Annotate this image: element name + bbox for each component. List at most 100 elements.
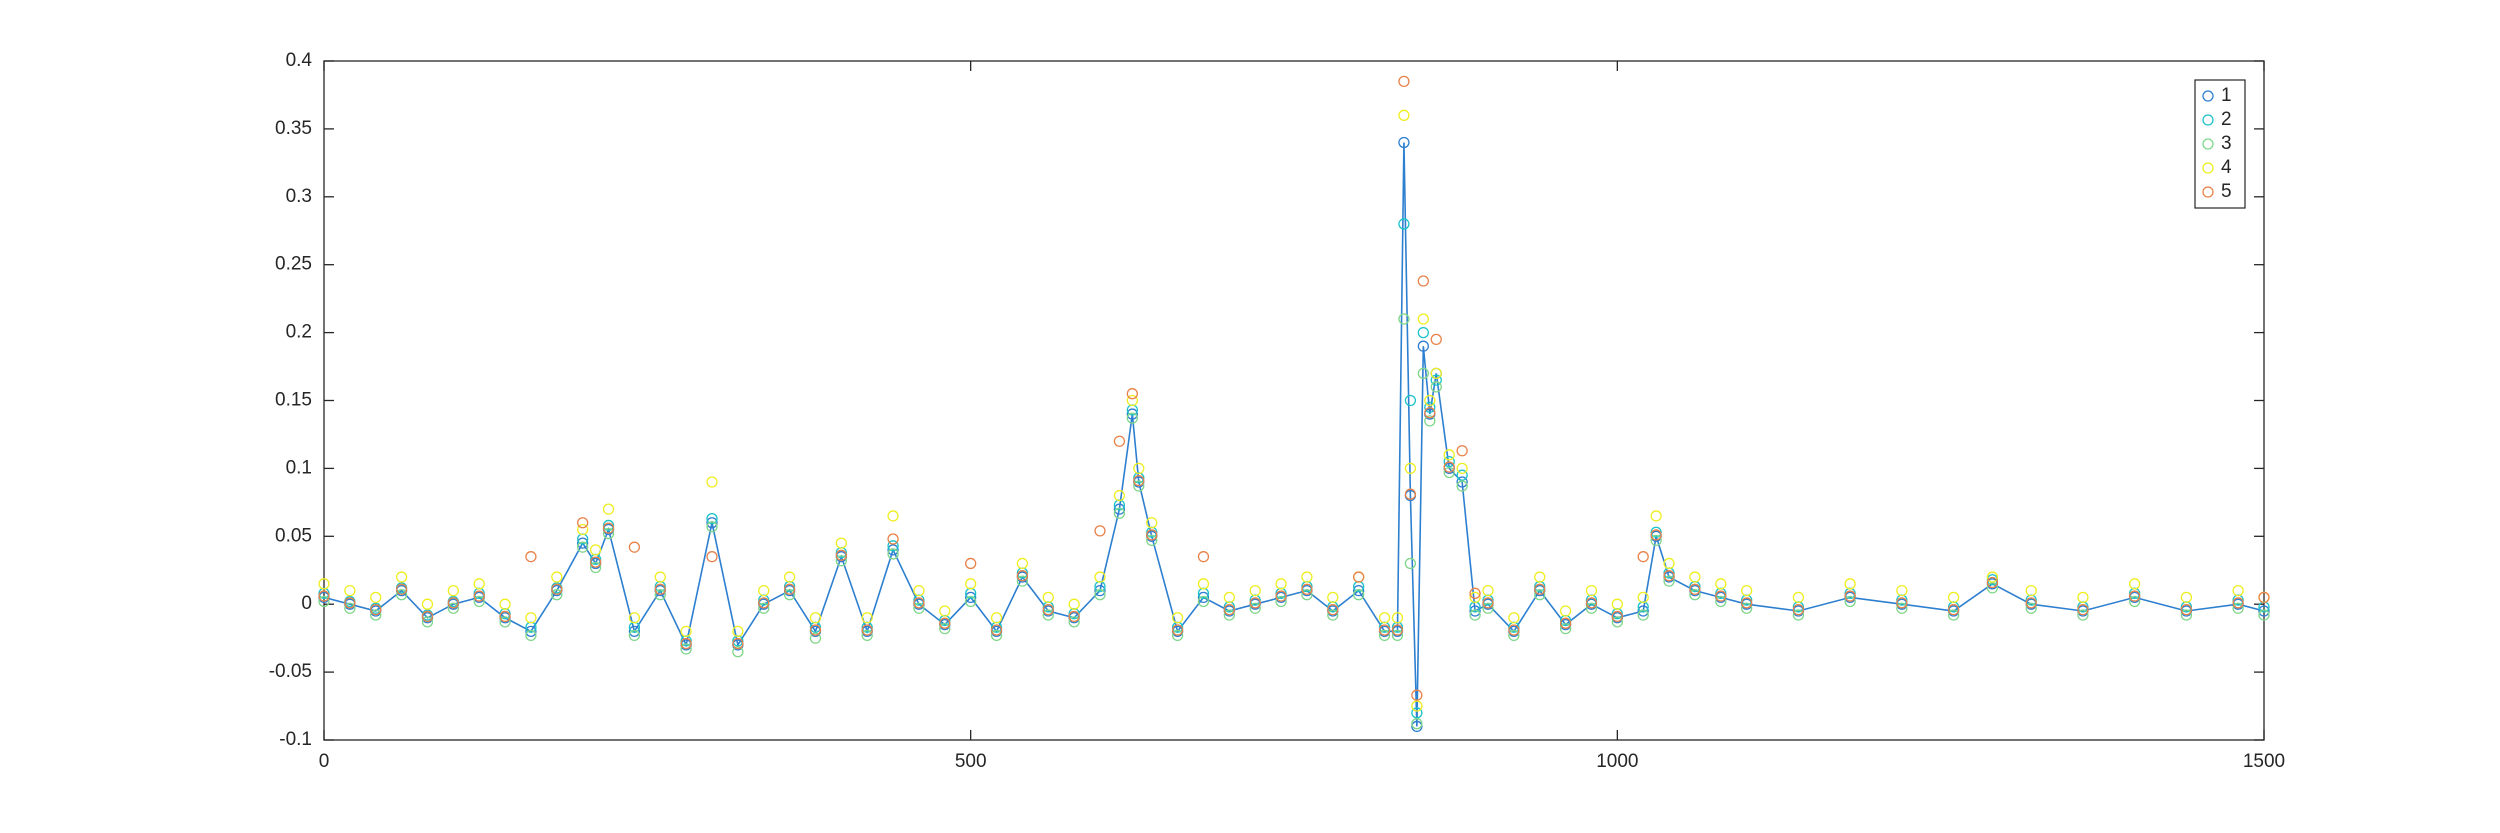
marker [1792,609,1805,621]
marker [473,578,485,590]
marker [1430,381,1442,393]
y-tick-label: 0.4 [286,50,313,71]
legend-marker [2202,90,2214,102]
marker [887,510,899,522]
marker [1249,602,1261,614]
marker [1042,591,1054,604]
marker [2232,602,2244,614]
marker [1113,503,1126,515]
marker [2180,591,2193,604]
marker [1411,707,1423,719]
marker [1353,584,1365,597]
marker [577,541,589,553]
marker [1947,609,1960,621]
marker [602,519,615,532]
marker [1585,602,1598,614]
marker [706,476,718,488]
marker [1327,591,1339,604]
marker [1133,474,1145,487]
marker [1042,609,1054,621]
y-tick-label: 0.3 [286,186,312,207]
marker [1068,598,1080,610]
marker [1113,507,1126,519]
marker [835,537,847,549]
marker [1391,624,1404,636]
marker [783,571,796,583]
y-tick-label: 0 [301,593,312,614]
marker [1094,589,1106,601]
marker [1508,624,1520,636]
marker [2025,584,2037,597]
marker [1469,591,1481,604]
marker [1443,466,1455,479]
marker [1689,589,1701,601]
marker [1404,488,1417,500]
marker [1378,629,1391,642]
marker [1094,525,1106,537]
marker [525,612,537,624]
marker [861,612,873,624]
marker [680,637,692,650]
marker [1398,75,1410,88]
marker [421,598,434,610]
marker [1301,583,1313,595]
marker [1398,218,1410,230]
marker [1417,340,1429,352]
marker [1404,557,1417,570]
marker [2180,609,2193,621]
marker [1424,415,1436,427]
marker [1986,574,1999,586]
marker [1482,602,1494,614]
marker [1042,603,1054,616]
marker [473,590,485,602]
marker [370,603,382,616]
legend-marker [2202,186,2214,198]
marker [1126,412,1138,424]
legend-label: 4 [2221,157,2232,178]
marker [1456,476,1468,488]
marker [706,551,718,563]
marker [835,555,847,567]
marker [1443,461,1455,473]
marker [1715,590,1727,602]
marker [2025,602,2037,614]
marker [499,610,511,623]
marker [809,624,822,636]
legend: 1 2 3 4 5 [2194,79,2246,209]
marker [1197,591,1210,604]
marker [602,522,615,534]
marker [1585,597,1598,609]
marker [1482,597,1494,609]
marker [1398,109,1410,121]
marker [1585,584,1598,597]
marker [1126,388,1138,400]
marker [1844,578,1856,590]
marker [1637,605,1649,617]
marker [1650,534,1662,547]
x-tick-label: 0 [319,751,330,772]
marker [654,589,666,601]
legend-label: 2 [2221,109,2232,130]
y-tick-label: 0.2 [286,322,312,343]
marker [1689,583,1701,595]
marker [913,602,925,614]
marker [589,544,602,556]
marker [447,602,459,614]
legend-label: 5 [2221,181,2232,202]
marker [628,625,641,638]
marker [628,629,641,642]
marker [628,541,641,553]
legend-label: 1 [2221,85,2232,106]
marker [1689,571,1701,583]
marker [2180,603,2193,616]
marker [1947,603,1960,616]
marker [1469,609,1481,621]
y-tick-label: 0.35 [275,118,312,139]
marker [1663,570,1675,582]
marker [577,523,589,536]
marker [732,637,744,650]
marker [602,527,615,540]
marker [2232,597,2244,609]
marker [1508,629,1520,642]
